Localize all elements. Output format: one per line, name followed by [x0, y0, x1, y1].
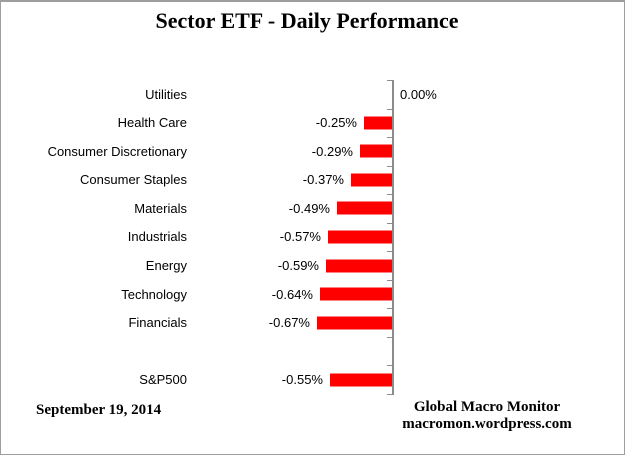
value-label: -0.37% [302, 172, 344, 188]
chart-row: Consumer Staples -0.37% [1, 166, 624, 195]
axis-tick [387, 166, 394, 167]
chart-row: Consumer Discretionary -0.29% [1, 137, 624, 166]
axis-tick [387, 337, 394, 338]
credit-source-name: Global Macro Monitor [413, 399, 561, 415]
value-label: -0.25% [315, 115, 357, 131]
value-label: 0.00% [400, 86, 437, 102]
category-label: Consumer Staples [80, 172, 187, 188]
axis-tick [387, 137, 394, 138]
credit-source-url: macromon.wordpress.com [402, 416, 572, 433]
category-label: Health Care [117, 115, 187, 131]
chart-row [1, 337, 624, 366]
axis-tick [387, 251, 394, 252]
value-label: -0.64% [271, 286, 313, 302]
footer-date: September 19, 2014 [36, 402, 162, 418]
axis-tick [387, 280, 394, 281]
credit-block: Global Macro Monitor macromon.wordpress.… [372, 399, 602, 434]
value-label: -0.59% [277, 258, 319, 274]
chart-row: Utilities 0.00% [1, 80, 624, 109]
chart-row: Health Care -0.25% [1, 109, 624, 138]
category-label: S&P500 [139, 372, 187, 388]
category-label: Industrials [127, 229, 187, 245]
axis-tick [387, 194, 394, 195]
chart-row: S&P500 -0.55% [1, 365, 624, 394]
bar [364, 116, 392, 130]
axis-tick [387, 308, 394, 309]
bar [360, 144, 392, 158]
value-label: -0.55% [281, 372, 323, 388]
category-label: Financials [128, 315, 187, 331]
chart-row: Materials -0.49% [1, 194, 624, 223]
category-label: Energy [145, 258, 187, 274]
bar [337, 201, 392, 215]
category-label: Consumer Discretionary [47, 143, 187, 159]
axis-tick [387, 109, 394, 110]
value-label: -0.57% [279, 229, 321, 245]
axis-tick [387, 365, 394, 366]
bar [326, 259, 392, 273]
chart-row: Financials -0.67% [1, 308, 624, 337]
bar [320, 287, 392, 301]
value-label: -0.67% [268, 315, 310, 331]
bar [330, 373, 392, 387]
axis-tick [387, 223, 394, 224]
value-label: -0.49% [288, 200, 330, 216]
chart-row: Energy -0.59% [1, 251, 624, 280]
category-label: Utilities [145, 86, 187, 102]
chart-title: Sector ETF - Daily Performance [155, 8, 459, 33]
value-label: -0.29% [311, 143, 353, 159]
chart-row: Technology -0.64% [1, 280, 624, 309]
axis-tick [387, 80, 394, 81]
axis-tick [387, 394, 394, 395]
category-label: Technology [121, 286, 187, 302]
bar [351, 173, 392, 187]
bar [328, 230, 392, 244]
y-axis-line [392, 80, 394, 394]
chart-row: Industrials -0.57% [1, 223, 624, 252]
bar [317, 316, 392, 330]
category-label: Materials [134, 200, 187, 216]
